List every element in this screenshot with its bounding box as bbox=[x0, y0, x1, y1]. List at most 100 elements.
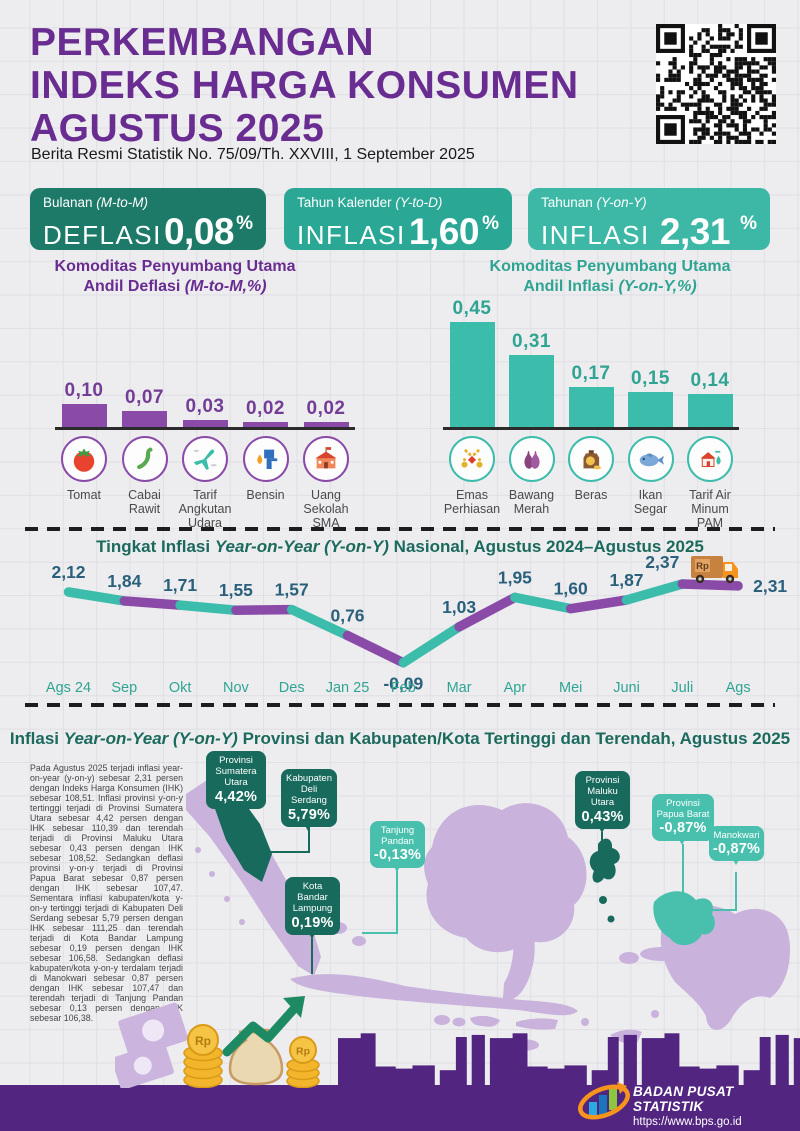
footer-org-name: BADAN PUSAT STATISTIK bbox=[633, 1084, 734, 1114]
svg-text:Rp: Rp bbox=[296, 1046, 310, 1058]
footer-url: https://www.bps.go.id bbox=[633, 1116, 742, 1128]
line-segment bbox=[398, 622, 464, 668]
line-value-label: -0,09 bbox=[383, 674, 423, 694]
rice-icon bbox=[568, 436, 614, 482]
fuel-icon bbox=[242, 436, 289, 482]
map-callout-papua-barat: Provinsi Papua Barat -0,87% bbox=[652, 794, 714, 844]
line-value-label: 1,60 bbox=[554, 579, 588, 599]
bar-item: 0,15 bbox=[622, 368, 680, 427]
month-label: Sep bbox=[111, 680, 137, 696]
commodity-item: Uang Sekolah SMA bbox=[297, 436, 355, 530]
chili-icon bbox=[121, 436, 168, 482]
bar-item: 0,02 bbox=[237, 398, 295, 427]
line-value-label: 1,71 bbox=[163, 575, 197, 595]
map-callout-sumatera-utara: Provinsi Sumatera Utara 4,42% bbox=[206, 751, 266, 813]
qr-code-icon bbox=[656, 24, 776, 144]
line-segment bbox=[63, 587, 130, 606]
commodity-label: Tarif Air Minum PAM bbox=[689, 488, 731, 530]
footer-text: BADAN PUSAT STATISTIK https://www.bps.go… bbox=[633, 1084, 800, 1128]
commodity-label: Cabai Rawit bbox=[128, 488, 161, 516]
belitung-island bbox=[352, 936, 366, 946]
bar-item: 0,07 bbox=[116, 387, 174, 427]
map-callout-tanjung-pandan: Tanjung Pandan -0,13% bbox=[370, 821, 425, 871]
airplane-icon bbox=[182, 436, 228, 482]
bar-value-label: 0,15 bbox=[631, 368, 670, 389]
yoy-line-chart: 2,12 1,84 1,71 1,55 1,57 0,76 -0,09 1,03 1,95 1,6… bbox=[46, 552, 788, 696]
sulawesi-island bbox=[498, 844, 567, 1001]
bar-value-label: 0,03 bbox=[185, 396, 225, 417]
title-line-3: AGUSTUS 2025 bbox=[30, 106, 325, 150]
stat-unit: % bbox=[482, 213, 499, 234]
bar-item: 0,45 bbox=[443, 298, 501, 427]
line-value-label: 1,84 bbox=[107, 571, 141, 591]
callout-connectors bbox=[235, 810, 737, 974]
stat-box-ytd: Tahun Kalender (Y-to-D) INFLASI 1,60 % bbox=[284, 188, 512, 252]
stat-box-yoy: Tahunan (Y-on-Y) INFLASI 2,31 % bbox=[528, 188, 770, 252]
line-value-label: 1,55 bbox=[219, 580, 253, 600]
map-section-title: Inflasi Year-on-Year (Y-on-Y) Provinsi d… bbox=[9, 729, 791, 748]
callout-value: 0,19% bbox=[291, 914, 334, 931]
tomato-icon bbox=[61, 436, 107, 482]
line-segment bbox=[621, 579, 688, 605]
water-icon bbox=[687, 436, 733, 482]
papua-barat-region bbox=[653, 891, 715, 946]
page-title: PERKEMBANGAN INDEKS HARGA KONSUMEN AGUST… bbox=[30, 21, 579, 151]
line-segment bbox=[286, 604, 353, 641]
map-callout-manokwari: Manokwari -0,87% bbox=[709, 826, 764, 866]
callout-value: 0,43% bbox=[581, 808, 624, 825]
month-label: Okt bbox=[169, 680, 192, 696]
month-label: Mar bbox=[447, 680, 472, 696]
java-island bbox=[290, 974, 578, 1016]
callout-value: -0,87% bbox=[659, 820, 707, 837]
commodity-label: Beras bbox=[574, 488, 608, 502]
month-label: Des bbox=[279, 680, 305, 696]
summary-paragraph: Pada Agustus 2025 terjadi inflasi year-o… bbox=[30, 763, 183, 1024]
fish-icon bbox=[627, 436, 674, 482]
sumatera-utara-region bbox=[214, 794, 272, 882]
callout-value: 4,42% bbox=[214, 788, 258, 805]
growth-arrow-icon bbox=[222, 1005, 298, 1057]
month-label: Juli bbox=[671, 680, 693, 696]
line-value-label: 2,31 bbox=[753, 576, 787, 596]
commodity-label: Tarif Angkutan Udara bbox=[178, 488, 232, 530]
bar bbox=[122, 411, 167, 427]
callout-value: -0,87% bbox=[712, 841, 761, 858]
commodity-item: Bawang Merah bbox=[503, 436, 561, 530]
bps-logo-icon bbox=[578, 1082, 630, 1120]
map-callout-deli-serdang: Kabupaten Deli Serdang 5,79% bbox=[281, 769, 337, 831]
jewelry-icon bbox=[449, 436, 495, 482]
line-segment bbox=[119, 596, 185, 610]
inflasi-bar-chart: 0,45 0,31 0,17 0,15 0,14 Emas Perhiasan Bawang… bbox=[443, 298, 739, 530]
line-value-label: 1,95 bbox=[498, 567, 532, 587]
bar-value-label: 0,02 bbox=[306, 398, 346, 419]
line-segment bbox=[510, 592, 576, 614]
line-value-label: 1,87 bbox=[609, 570, 643, 590]
line-segment bbox=[454, 592, 520, 632]
month-label: Juni bbox=[613, 680, 640, 696]
commodity-label: Ikan Segar bbox=[633, 488, 668, 516]
bar bbox=[61, 404, 107, 427]
month-label: Ags bbox=[726, 680, 751, 696]
stat-box-monthly: Bulanan (M-to-M) DEFLASI 0,08 % bbox=[30, 188, 266, 252]
rp-coin-icon bbox=[187, 1024, 219, 1056]
andil-deflasi-mtm-icons: Tomat Cabai Rawit Tarif Angkutan Udara Bens… bbox=[55, 436, 355, 530]
commodity-item: Tarif Air Minum PAM bbox=[681, 436, 739, 530]
andil-deflasi-mtm-bars: 0,10 0,07 0,03 0,02 0,02 bbox=[55, 300, 355, 430]
commodity-label: Emas Perhiasan bbox=[443, 488, 501, 516]
bar-value-label: 0,14 bbox=[690, 370, 730, 391]
bar-value-label: 0,07 bbox=[125, 387, 164, 408]
buildings bbox=[338, 1033, 800, 1088]
commodity-item: Tarif Angkutan Udara bbox=[176, 436, 234, 530]
bar bbox=[182, 420, 228, 427]
bar-item: 0,10 bbox=[55, 380, 113, 427]
line-segment bbox=[342, 630, 409, 668]
commodity-label: Bawang Merah bbox=[508, 488, 555, 516]
month-label: Apr bbox=[504, 680, 527, 696]
stat-kind: INFLASI bbox=[541, 220, 650, 250]
bar-item: 0,02 bbox=[297, 398, 355, 427]
banknote-icon bbox=[118, 1002, 189, 1059]
bar bbox=[243, 422, 288, 427]
stat-unit: % bbox=[740, 213, 757, 234]
commodity-label: Uang Sekolah SMA bbox=[303, 488, 349, 530]
